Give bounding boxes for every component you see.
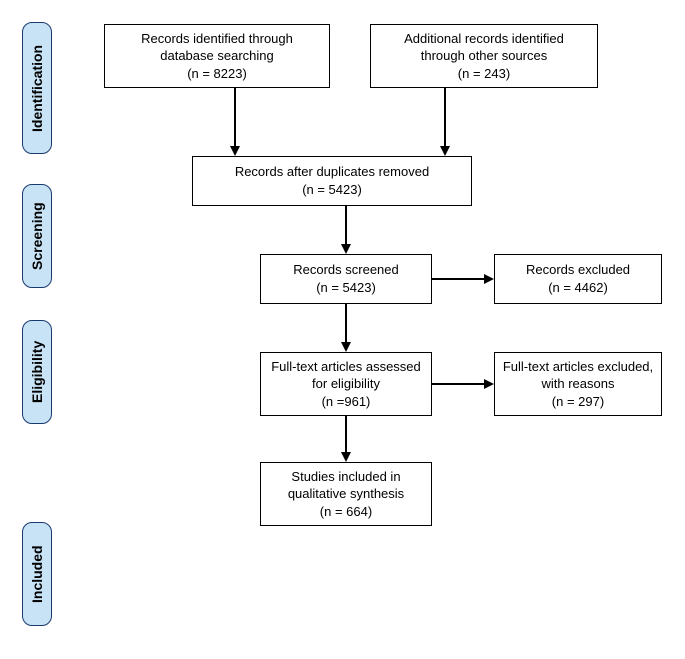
arrow-head-icon (440, 146, 450, 156)
box-other-sources: Additional records identified through ot… (370, 24, 598, 88)
arrow (345, 304, 347, 342)
stage-eligibility: Eligibility (22, 320, 52, 424)
text: (n = 664) (320, 503, 372, 521)
arrow-head-icon (484, 274, 494, 284)
text: for eligibility (312, 375, 380, 393)
arrow (444, 88, 446, 146)
stage-identification: Identification (22, 22, 52, 154)
arrow-head-icon (230, 146, 240, 156)
text: Studies included in (291, 468, 400, 486)
text: Full-text articles excluded, (503, 358, 653, 376)
text: Additional records identified (404, 30, 564, 48)
text: (n = 4462) (548, 279, 608, 297)
box-db-search: Records identified through database sear… (104, 24, 330, 88)
arrow-head-icon (341, 342, 351, 352)
arrow (345, 416, 347, 452)
text: Records after duplicates removed (235, 163, 429, 181)
text: Records excluded (526, 261, 630, 279)
arrow (432, 383, 484, 385)
stage-included: Included (22, 522, 52, 626)
arrow-head-icon (341, 244, 351, 254)
box-excluded-fulltext: Full-text articles excluded, with reason… (494, 352, 662, 416)
arrow-head-icon (484, 379, 494, 389)
arrow-head-icon (341, 452, 351, 462)
arrow (432, 278, 484, 280)
text: (n = 8223) (187, 65, 247, 83)
text: Records screened (293, 261, 399, 279)
text: (n = 5423) (302, 181, 362, 199)
text: with reasons (542, 375, 615, 393)
text: Records identified through (141, 30, 293, 48)
arrow (345, 206, 347, 244)
stage-screening: Screening (22, 184, 52, 288)
box-included: Studies included in qualitative synthesi… (260, 462, 432, 526)
prisma-flowchart: Identification Screening Eligibility Inc… (0, 0, 685, 659)
text: (n =961) (322, 393, 371, 411)
text: database searching (160, 47, 273, 65)
text: (n = 243) (458, 65, 510, 83)
box-dedup: Records after duplicates removed (n = 54… (192, 156, 472, 206)
text: through other sources (421, 47, 547, 65)
arrow (234, 88, 236, 146)
text: (n = 5423) (316, 279, 376, 297)
text: Full-text articles assessed (271, 358, 421, 376)
box-screened: Records screened (n = 5423) (260, 254, 432, 304)
box-excluded-screen: Records excluded (n = 4462) (494, 254, 662, 304)
box-fulltext: Full-text articles assessed for eligibil… (260, 352, 432, 416)
text: (n = 297) (552, 393, 604, 411)
text: qualitative synthesis (288, 485, 404, 503)
